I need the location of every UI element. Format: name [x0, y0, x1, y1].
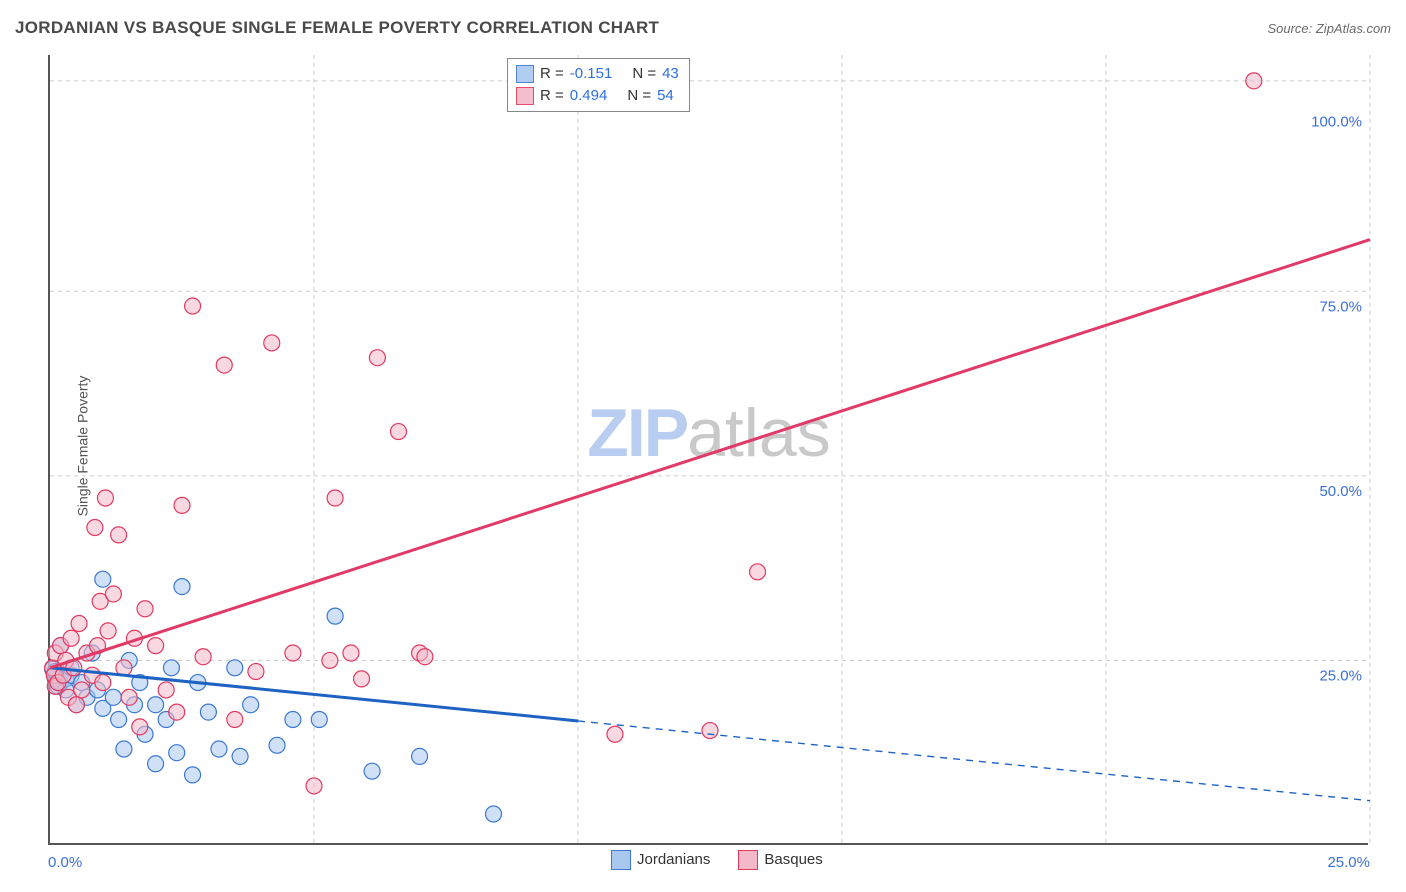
y-tick-label: 25.0%	[1319, 667, 1362, 684]
r-value: -0.151	[570, 63, 613, 85]
data-point	[285, 711, 301, 727]
n-value: 54	[657, 85, 674, 107]
legend-swatch	[738, 850, 758, 870]
data-point	[412, 748, 428, 764]
trend-line-solid	[50, 240, 1370, 668]
plot-svg: 25.0%50.0%75.0%100.0%0.0%25.0%	[50, 55, 1368, 843]
data-point	[211, 741, 227, 757]
data-point	[343, 645, 359, 661]
data-point	[311, 711, 327, 727]
data-point	[327, 608, 343, 624]
series-legend-item: Jordanians	[611, 849, 710, 871]
data-point	[87, 520, 103, 536]
data-point	[327, 490, 343, 506]
data-point	[185, 298, 201, 314]
data-point	[1246, 73, 1262, 89]
data-point	[174, 579, 190, 595]
series-name: Jordanians	[637, 849, 710, 871]
y-tick-label: 75.0%	[1319, 298, 1362, 315]
data-point	[95, 675, 111, 691]
r-label: R =	[540, 63, 564, 85]
data-point	[248, 663, 264, 679]
series-legend-item: Basques	[738, 849, 822, 871]
data-point	[750, 564, 766, 580]
data-point	[158, 682, 174, 698]
stats-legend: R = -0.151 N = 43 R = 0.494 N = 54	[507, 58, 690, 112]
data-point	[200, 704, 216, 720]
legend-swatch	[516, 65, 534, 83]
series-name: Basques	[764, 849, 822, 871]
y-tick-label: 50.0%	[1319, 483, 1362, 500]
data-point	[105, 586, 121, 602]
data-point	[417, 649, 433, 665]
data-point	[607, 726, 623, 742]
y-tick-label: 100.0%	[1311, 114, 1362, 131]
data-point	[148, 697, 164, 713]
stats-legend-row: R = -0.151 N = 43	[516, 63, 679, 85]
data-point	[116, 741, 132, 757]
legend-swatch	[611, 850, 631, 870]
data-point	[354, 671, 370, 687]
data-point	[390, 424, 406, 440]
data-point	[306, 778, 322, 794]
data-point	[105, 689, 121, 705]
data-point	[100, 623, 116, 639]
r-value: 0.494	[570, 85, 608, 107]
x-tick-label: 25.0%	[1327, 854, 1370, 871]
data-point	[243, 697, 259, 713]
data-point	[486, 806, 502, 822]
data-point	[137, 601, 153, 617]
data-point	[163, 660, 179, 676]
data-point	[216, 357, 232, 373]
data-point	[97, 490, 113, 506]
plot-area: ZIPatlas 25.0%50.0%75.0%100.0%0.0%25.0% …	[48, 55, 1368, 845]
n-label: N =	[632, 63, 656, 85]
legend-swatch	[516, 87, 534, 105]
r-label: R =	[540, 85, 564, 107]
data-point	[63, 630, 79, 646]
data-point	[702, 723, 718, 739]
header-row: JORDANIAN VS BASQUE SINGLE FEMALE POVERT…	[15, 18, 1391, 38]
data-point	[121, 689, 137, 705]
data-point	[68, 697, 84, 713]
data-point	[285, 645, 301, 661]
chart-container: JORDANIAN VS BASQUE SINGLE FEMALE POVERT…	[0, 0, 1406, 892]
n-value: 43	[662, 63, 679, 85]
data-point	[369, 350, 385, 366]
data-point	[195, 649, 211, 665]
data-point	[132, 719, 148, 735]
data-point	[322, 652, 338, 668]
data-point	[148, 638, 164, 654]
x-tick-label: 0.0%	[48, 854, 82, 871]
data-point	[74, 682, 90, 698]
data-point	[227, 660, 243, 676]
data-point	[232, 748, 248, 764]
data-point	[185, 767, 201, 783]
data-point	[269, 737, 285, 753]
series-legend: Jordanians Basques	[611, 849, 823, 871]
data-point	[174, 497, 190, 513]
data-point	[148, 756, 164, 772]
stats-legend-row: R = 0.494 N = 54	[516, 85, 679, 107]
data-point	[169, 704, 185, 720]
trend-line-dashed	[578, 721, 1370, 801]
source-label: Source: ZipAtlas.com	[1267, 21, 1391, 36]
n-label: N =	[627, 85, 651, 107]
data-point	[111, 527, 127, 543]
data-point	[111, 711, 127, 727]
data-point	[364, 763, 380, 779]
data-point	[169, 745, 185, 761]
data-point	[227, 711, 243, 727]
data-point	[264, 335, 280, 351]
chart-title: JORDANIAN VS BASQUE SINGLE FEMALE POVERT…	[15, 18, 659, 38]
data-point	[71, 616, 87, 632]
data-point	[95, 571, 111, 587]
